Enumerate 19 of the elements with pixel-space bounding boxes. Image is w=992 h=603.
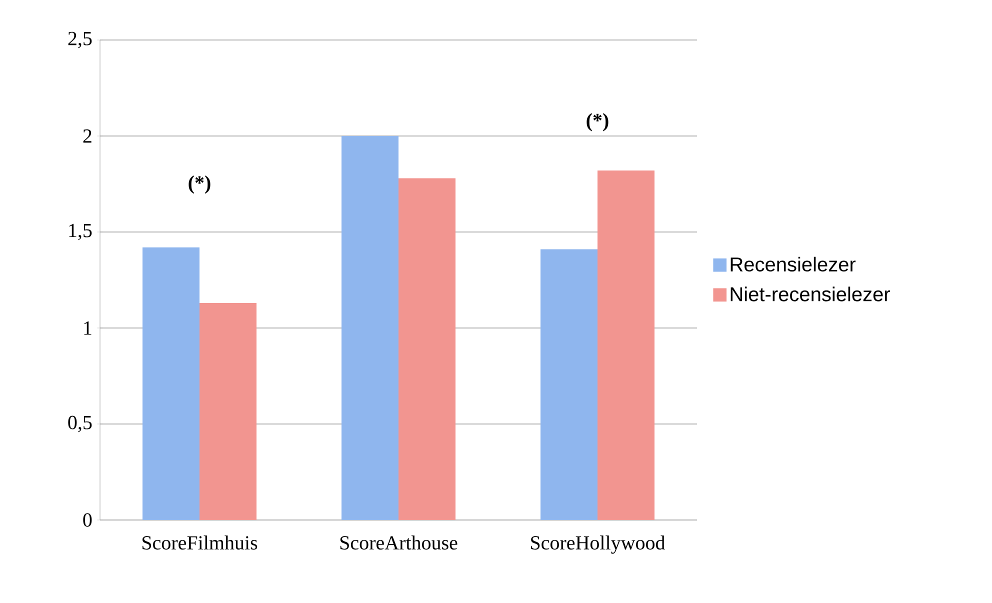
bar [142,247,200,520]
y-tick-label: 0,5 [68,416,92,432]
x-tick-label: ScoreArthouse [340,536,458,550]
y-tick-label: 1 [84,321,92,335]
bar [342,136,399,520]
y-tick-label: 0 [83,513,92,527]
x-tick-label: ScoreFilmhuis [142,536,258,550]
annotation: (*) [188,176,210,194]
bar [598,170,655,520]
bar [398,178,456,520]
bar [200,303,257,520]
y-tick-label: 1,5 [69,224,92,240]
y-tick-label: 2 [83,129,92,143]
legend-label: Niet-recensielezer [730,286,890,302]
y-tick-label: 2,5 [68,32,92,48]
annotation: (*) [586,113,608,132]
x-tick-label: ScoreHollywood [531,536,666,554]
legend-label: Recensielezer [730,256,856,272]
bar [540,249,598,520]
